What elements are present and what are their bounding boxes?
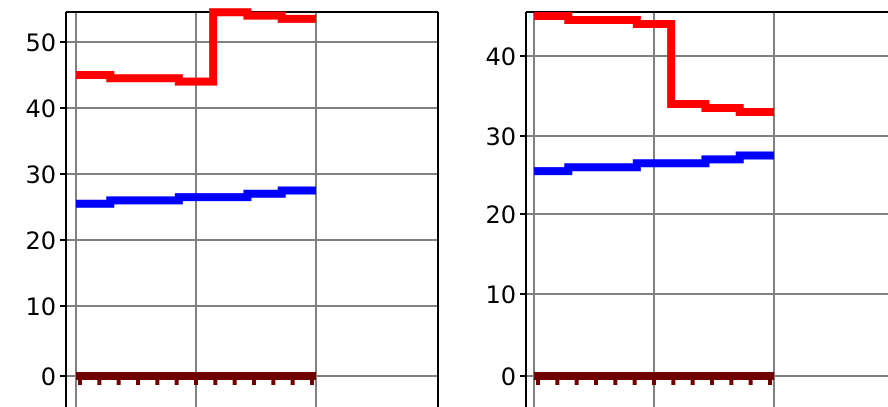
series-3-comb-tick bbox=[652, 376, 656, 385]
series-3-comb-tick bbox=[671, 376, 676, 385]
series-3-comb-tick bbox=[594, 376, 598, 385]
series-1-line bbox=[76, 8, 316, 86]
series-3-comb-tick bbox=[632, 376, 637, 385]
series-3-comb-tick bbox=[729, 376, 734, 385]
right-chart: 0 10 20 30 40 bbox=[485, 11, 888, 407]
series-2-line bbox=[76, 186, 316, 208]
y-tick-label-20: 20 bbox=[25, 227, 56, 255]
y-tick-label-10: 10 bbox=[25, 293, 56, 321]
series-3-comb-tick bbox=[213, 376, 218, 385]
series-3-comb-tick bbox=[97, 376, 102, 385]
series-3-comb-tick bbox=[748, 376, 753, 385]
left-chart: 0 10 20 30 40 50 bbox=[25, 8, 439, 407]
series-3-comb-tick bbox=[290, 376, 295, 385]
series-3-comb-tick bbox=[232, 376, 237, 385]
series-3-comb-tick bbox=[613, 376, 618, 385]
y-tick-label-0: 0 bbox=[41, 363, 56, 391]
series-3-comb-tick bbox=[136, 376, 140, 385]
series-3-comb-tick bbox=[690, 376, 695, 385]
series-3-comb-tick bbox=[555, 376, 560, 385]
y-tick-label-10: 10 bbox=[485, 281, 516, 309]
series-3-comb-tick bbox=[536, 376, 540, 385]
series-3-comb-tick bbox=[271, 376, 276, 385]
y-tick-label-30: 30 bbox=[485, 123, 516, 151]
y-tick-label-40: 40 bbox=[25, 95, 56, 123]
series-3-comb-tick bbox=[574, 376, 579, 385]
series-3-comb-tick bbox=[252, 376, 256, 385]
series-3-comb-tick bbox=[174, 376, 179, 385]
series-3-comb-tick bbox=[710, 376, 714, 385]
series-3-comb-tick bbox=[768, 376, 772, 385]
y-tick-label-20: 20 bbox=[485, 201, 516, 229]
y-tick-label-50: 50 bbox=[25, 29, 56, 57]
series-3-comb-tick bbox=[194, 376, 198, 385]
series-3-comb-tick bbox=[310, 376, 314, 385]
series-3-comb-tick bbox=[78, 376, 82, 385]
y-tick-label-40: 40 bbox=[485, 43, 516, 71]
series-2-line bbox=[534, 151, 774, 176]
series-1-line bbox=[534, 12, 774, 116]
series-3-comb-tick bbox=[116, 376, 121, 385]
y-tick-label-30: 30 bbox=[25, 161, 56, 189]
y-tick-label-0: 0 bbox=[501, 363, 516, 391]
series-3-comb-tick bbox=[155, 376, 160, 385]
